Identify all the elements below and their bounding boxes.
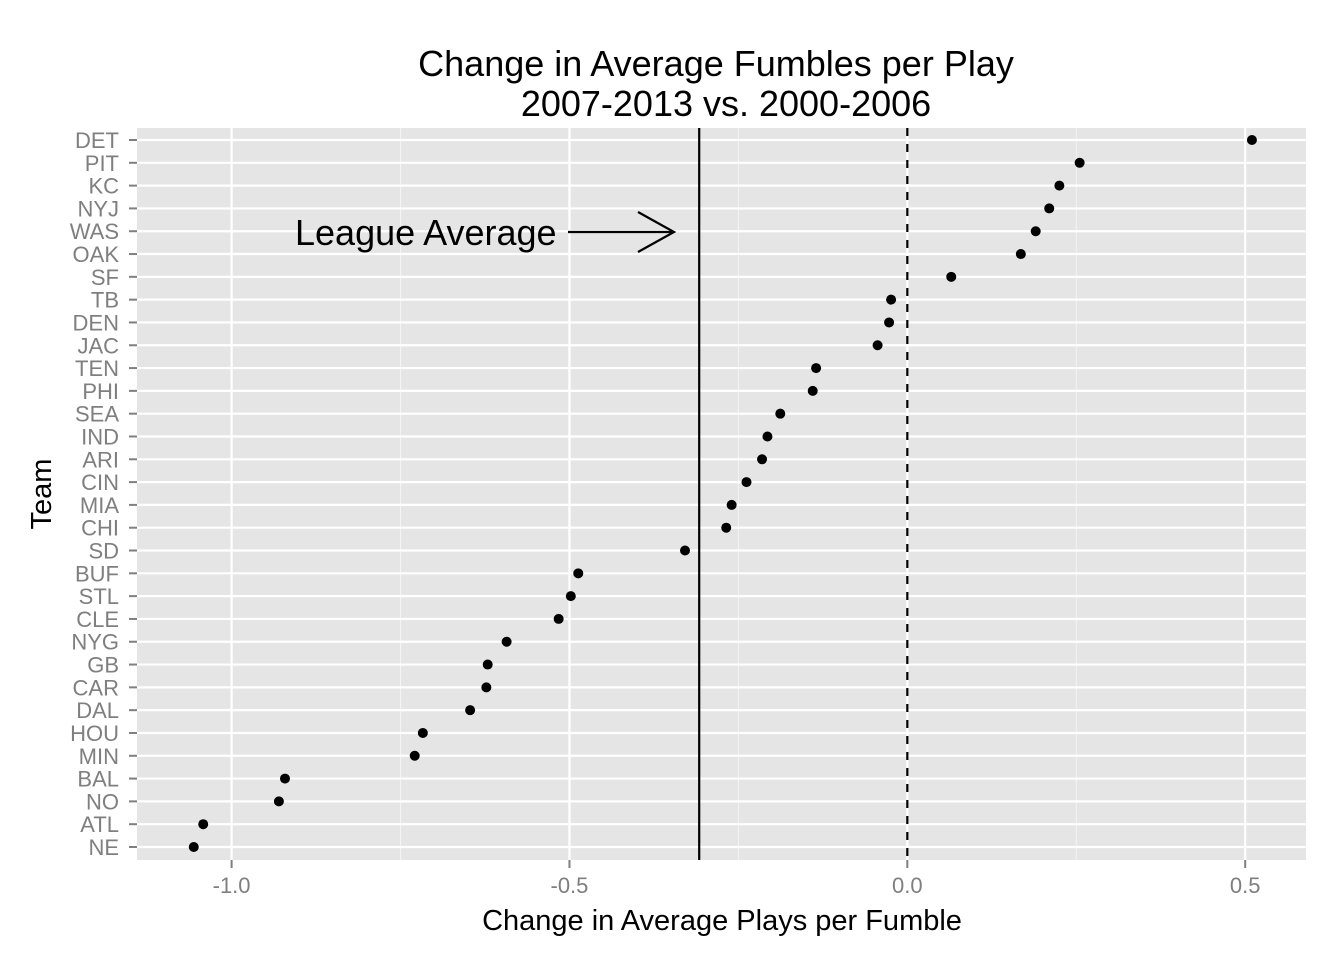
data-point-phi [807, 385, 818, 396]
chart-title-line-1: Change in Average Fumbles per Play [418, 43, 1014, 84]
data-point-dal [465, 705, 476, 716]
data-point-jac [872, 340, 883, 351]
chart-title-line-2: 2007-2013 vs. 2000-2006 [521, 83, 931, 124]
y-tick-label-ten: TEN [75, 356, 119, 381]
data-point-ari [757, 454, 768, 465]
y-tick-label-pit: PIT [85, 151, 119, 176]
y-tick-label-jac: JAC [77, 333, 119, 358]
x-tick-label: -1.0 [213, 873, 251, 898]
annotation-arrow-head [637, 211, 677, 253]
data-point-ind [762, 431, 773, 442]
data-point-car [481, 682, 492, 693]
data-point-sea [775, 408, 786, 419]
y-tick-label-hou: HOU [70, 721, 119, 746]
data-point-bal [279, 773, 290, 784]
data-points [188, 135, 1257, 852]
x-tick-label: 0.0 [892, 873, 923, 898]
reference-lines [698, 128, 909, 860]
data-point-stl [565, 591, 576, 602]
y-tick-label-nyg: NYG [71, 630, 119, 655]
y-tick-label-no: NO [86, 789, 119, 814]
y-tick-label-sd: SD [88, 539, 119, 564]
y-tick-label-sf: SF [91, 265, 119, 290]
y-tick-label-kc: KC [88, 174, 119, 199]
data-point-no [273, 796, 284, 807]
y-tick-label-chi: CHI [81, 516, 119, 541]
x-tick-label: 0.5 [1230, 873, 1261, 898]
x-tick-label: -0.5 [551, 873, 589, 898]
y-tick-label-dal: DAL [76, 698, 119, 723]
data-point-atl [198, 819, 209, 830]
league-average-annotation: League Average [295, 212, 557, 253]
data-point-gb [482, 659, 493, 670]
data-point-nyg [501, 636, 512, 647]
x-axis: -1.0 -0.5 0.0 0.5 [213, 860, 1261, 898]
data-point-ten [811, 363, 822, 374]
data-point-mia [726, 499, 737, 510]
data-point-hou [417, 727, 428, 738]
y-tick-label-cle: CLE [76, 607, 119, 632]
y-tick-label-bal: BAL [77, 767, 119, 792]
data-point-den [884, 317, 895, 328]
plot-panel [137, 128, 1306, 860]
y-tick-label-mia: MIA [80, 493, 119, 518]
y-tick-label-buf: BUF [75, 561, 119, 586]
y-tick-label-sea: SEA [75, 402, 119, 427]
y-tick-label-was: WAS [70, 219, 119, 244]
y-tick-label-ind: IND [81, 424, 119, 449]
y-tick-label-stl: STL [79, 584, 119, 609]
y-tick-label-det: DET [75, 128, 119, 153]
y-tick-label-min: MIN [79, 744, 119, 769]
data-point-chi [721, 522, 732, 533]
data-point-sd [680, 545, 691, 556]
data-point-cle [553, 613, 564, 624]
data-point-nyj [1044, 203, 1055, 214]
data-point-cin [741, 477, 752, 488]
data-point-kc [1054, 180, 1065, 191]
data-point-tb [886, 294, 897, 305]
y-tick-label-cin: CIN [81, 470, 119, 495]
grid-lines [137, 128, 1306, 860]
y-tick-label-ari: ARI [82, 447, 119, 472]
data-point-det [1246, 135, 1257, 145]
y-tick-label-den: DEN [73, 310, 119, 335]
data-point-min [409, 750, 420, 761]
y-axis: DETPITKCNYJWASOAKSFTBDENJACTENPHISEAINDA… [70, 128, 137, 860]
data-point-oak [1015, 249, 1026, 260]
data-point-buf [573, 568, 584, 579]
x-axis-title: Change in Average Plays per Fumble [482, 905, 962, 937]
y-tick-label-gb: GB [87, 653, 119, 678]
data-point-sf [946, 271, 957, 282]
data-point-was [1030, 226, 1041, 237]
data-point-pit [1074, 157, 1085, 168]
y-tick-label-phi: PHI [82, 379, 119, 404]
y-tick-label-oak: OAK [73, 242, 120, 267]
y-axis-title: Team [26, 459, 58, 530]
y-tick-label-car: CAR [73, 675, 119, 700]
data-point-ne [188, 842, 199, 852]
y-tick-label-ne: NE [88, 835, 119, 860]
y-tick-label-atl: ATL [80, 812, 119, 837]
annotation-group: League Average [295, 211, 677, 253]
y-tick-label-tb: TB [91, 288, 119, 313]
y-tick-label-nyj: NYJ [77, 196, 119, 221]
